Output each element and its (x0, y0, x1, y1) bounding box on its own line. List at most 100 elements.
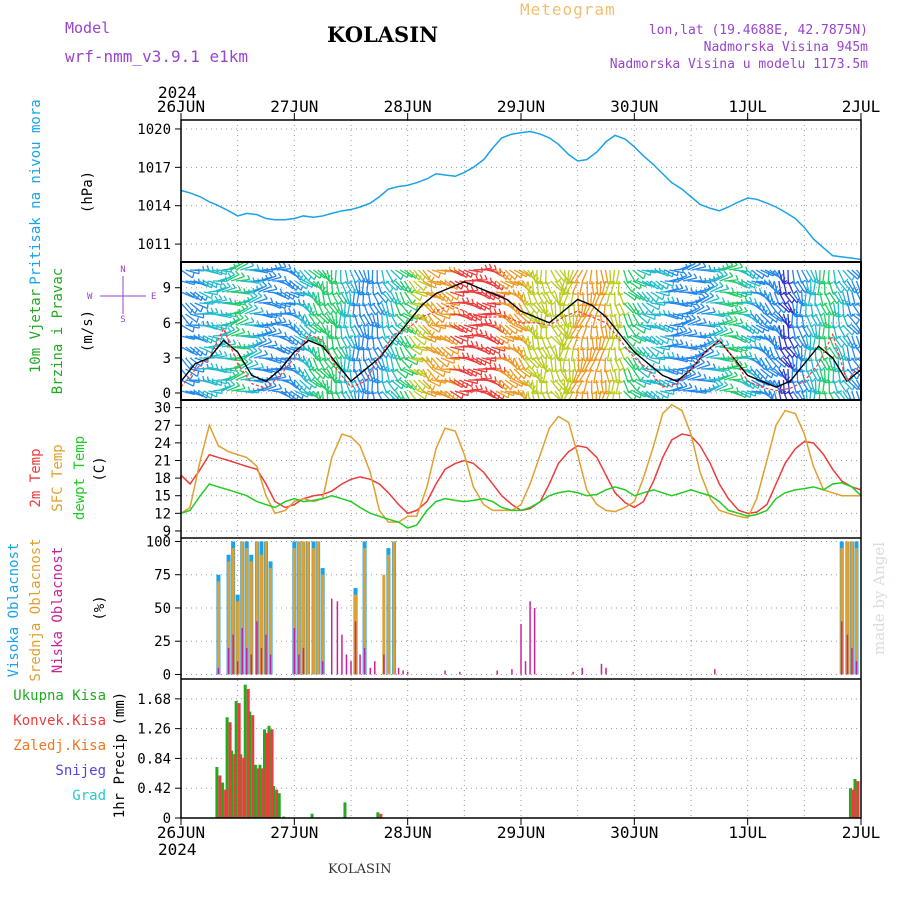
wind-barb-flag (739, 318, 744, 324)
wind-barb (285, 291, 299, 299)
wind-barb (376, 390, 383, 400)
wind-barb (404, 346, 414, 359)
wind-barb (655, 291, 670, 297)
wind-barb (714, 313, 729, 317)
wind-barb-flag (849, 302, 855, 307)
wind-barb (807, 291, 812, 306)
wind-barb (585, 368, 593, 382)
wind-barb (687, 306, 701, 315)
wind-barb-flag (315, 383, 318, 389)
wind-barb (253, 285, 267, 293)
wind-barb (463, 289, 478, 293)
wind-barb (724, 279, 739, 282)
wind-barb (673, 313, 688, 318)
wind-barb-flag (840, 288, 845, 294)
wind-barb (595, 280, 599, 295)
wind-barb-flag (393, 313, 399, 318)
wind-barb (750, 313, 762, 326)
wind-barb (422, 390, 436, 398)
wind-barb (760, 302, 768, 316)
wind-barb-flag (666, 393, 670, 399)
wind-barb-flag (699, 275, 703, 282)
wind-barb (842, 313, 849, 328)
wind-barb (700, 339, 714, 348)
wind-barb (782, 346, 793, 359)
wind-barb (563, 346, 570, 361)
wind-barb (742, 390, 756, 397)
wind-barb (627, 368, 634, 383)
wind-barb (390, 379, 403, 390)
wind-barb-flag (786, 354, 791, 360)
wind-barb-flag (594, 304, 601, 306)
precip-bar (230, 750, 234, 818)
wind-barb (340, 280, 348, 294)
wind-barb (527, 291, 533, 306)
wind-barb (226, 372, 240, 381)
wind-barb-flag (396, 340, 400, 346)
wind-barb (573, 313, 579, 328)
cloud-bar (855, 661, 858, 675)
wind-barb (615, 269, 620, 284)
wind-barb-flag (189, 375, 194, 381)
wind-barb (244, 390, 259, 394)
wind-barb (728, 309, 743, 315)
wind-barb (846, 324, 859, 335)
precip-legend-0: Ukupna Kisa (13, 688, 106, 704)
wind-barb (527, 280, 532, 295)
wind-barb-flag (639, 321, 644, 327)
wind-barb (566, 324, 575, 338)
cloud-bar (406, 671, 409, 675)
wind-barb (399, 368, 413, 377)
wind-barb (500, 335, 514, 343)
wind-barb (575, 379, 584, 393)
wind-barb (550, 324, 559, 337)
wind-barb (413, 390, 426, 400)
wind-barb (728, 346, 742, 353)
wind-barb (486, 291, 500, 300)
precip-bar (263, 729, 266, 818)
wind-barb (860, 303, 861, 304)
wind-barb (837, 346, 844, 361)
wind-barb-flag (512, 289, 515, 295)
wind-barb (536, 291, 545, 305)
wind-barb (750, 368, 762, 381)
wind-barb-flag (725, 340, 730, 346)
wind-barb (450, 291, 464, 298)
wind-barb (399, 357, 411, 369)
wind-barb-flag (867, 290, 871, 293)
wind-barb-flag (872, 318, 874, 323)
wind-barb (181, 335, 195, 341)
wind-barb-flag (488, 373, 493, 379)
wind-barb-flag (267, 381, 273, 387)
wind-barb (258, 313, 273, 319)
cloud-bar (533, 607, 536, 675)
wind-barb-flag (862, 275, 864, 280)
wind-barb (203, 379, 218, 386)
wind-barb-flag (272, 326, 277, 332)
wind-barb (394, 302, 402, 317)
wind-barb (531, 291, 539, 306)
wind-barb-flag (642, 351, 646, 357)
wind-barb (632, 379, 646, 389)
wind-barb (773, 357, 786, 368)
wind-barb-flag (655, 297, 660, 303)
wind-barb (669, 313, 683, 320)
wind-barb (395, 280, 406, 292)
wind-barb-flag (488, 263, 493, 269)
wind-barb (509, 324, 522, 333)
wind-barb (764, 357, 774, 371)
wind-barb (226, 385, 240, 392)
wind-barb (575, 324, 584, 338)
wind-barb (272, 376, 287, 381)
wind-barb (791, 357, 795, 372)
wind-barb (696, 280, 711, 284)
wind-barb-flag (777, 402, 781, 405)
wind-barb (623, 357, 634, 370)
wind-barb (545, 280, 552, 295)
wind-barb (208, 335, 223, 341)
wind-barb (361, 390, 365, 400)
wind-barb (595, 269, 599, 285)
wind-barb-flag (685, 341, 689, 347)
wind-barb (856, 313, 861, 318)
